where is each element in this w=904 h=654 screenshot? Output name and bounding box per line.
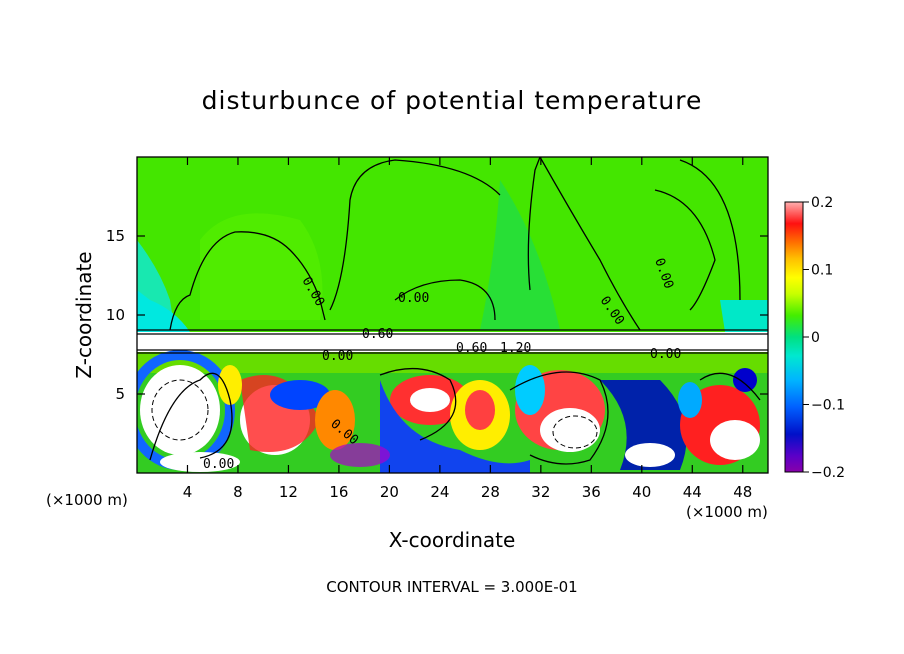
x-tick-label: 24 bbox=[430, 483, 449, 501]
y-tick-label: 15 bbox=[106, 227, 125, 245]
x-unit-label-left: (×1000 m) bbox=[46, 491, 128, 509]
x-unit-label-right: (×1000 m) bbox=[686, 503, 768, 521]
colorbar-tick-label: −0.1 bbox=[811, 398, 845, 414]
x-tick-label: 16 bbox=[329, 483, 348, 501]
heatmap-field bbox=[137, 157, 768, 473]
chart-title: disturbunce of potential temperature bbox=[201, 86, 703, 115]
x-tick-label: 44 bbox=[683, 483, 702, 501]
x-tick-label: 20 bbox=[380, 483, 399, 501]
x-axis: 4 8 12 16 20 24 28 32 36 40 44 48 bbox=[183, 157, 752, 501]
x-tick-label: 8 bbox=[233, 483, 243, 501]
y-tick-label: 5 bbox=[115, 385, 125, 403]
colorbar-tick-label: 0 bbox=[811, 330, 820, 346]
contour-label: 0.00 bbox=[322, 349, 353, 364]
x-tick-label: 28 bbox=[481, 483, 500, 501]
contour-label: 0.00 bbox=[398, 291, 429, 306]
contour-label: 0.60 bbox=[456, 341, 487, 356]
x-axis-label: X-coordinate bbox=[388, 528, 516, 552]
y-axis: 5 10 15 bbox=[106, 227, 768, 403]
colorbar bbox=[784, 201, 804, 473]
x-tick-label: 40 bbox=[632, 483, 651, 501]
contour-label: 0.00 bbox=[203, 457, 234, 472]
y-tick-label: 10 bbox=[106, 306, 125, 324]
contour-lines bbox=[137, 157, 768, 465]
contour-interval-note: CONTOUR INTERVAL = 3.000E-01 bbox=[326, 578, 578, 596]
x-tick-label: 32 bbox=[531, 483, 550, 501]
colorbar-ticks: 0.2 0.1 0 −0.1 −0.2 bbox=[803, 195, 845, 481]
colorbar-tick-label: 0.2 bbox=[811, 195, 833, 211]
colorbar-tick-label: 0.1 bbox=[811, 263, 833, 279]
y-axis-label: Z-coordinate bbox=[72, 251, 96, 379]
contour-label: 0.60 bbox=[362, 327, 393, 342]
colorbar-tick-label: −0.2 bbox=[811, 465, 845, 481]
x-tick-label: 48 bbox=[733, 483, 752, 501]
contour-label: 1.20 bbox=[500, 341, 531, 356]
x-tick-label: 4 bbox=[183, 483, 193, 501]
contour-label: 0.00 bbox=[650, 347, 681, 362]
x-tick-label: 12 bbox=[279, 483, 298, 501]
x-tick-label: 36 bbox=[582, 483, 601, 501]
